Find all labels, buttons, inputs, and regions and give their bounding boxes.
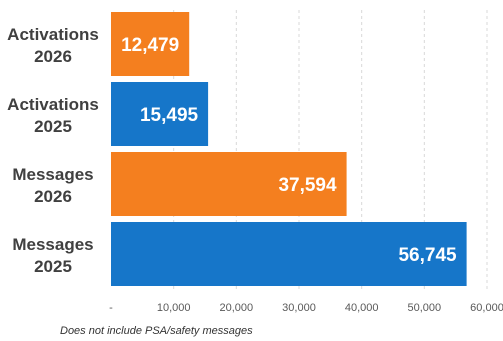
x-tick-label: 10,000 <box>157 302 191 314</box>
x-tick-label: - <box>109 302 113 314</box>
bar <box>111 222 467 286</box>
data-label: 37,594 <box>278 175 337 196</box>
x-tick-label: 60,000 <box>470 302 503 314</box>
x-tick-label: 50,000 <box>408 302 442 314</box>
footnote: Does not include PSA/safety messages <box>60 325 253 337</box>
data-label: 12,479 <box>121 35 179 56</box>
bar <box>111 152 347 216</box>
category-label: Activations 2025 <box>7 95 99 136</box>
category-label: Activations 2026 <box>7 25 99 66</box>
category-label: Messages 2026 <box>12 165 93 206</box>
category-label: Messages 2025 <box>12 235 93 276</box>
data-label: 15,495 <box>140 105 199 126</box>
x-tick-label: 40,000 <box>345 302 379 314</box>
bar <box>111 82 209 146</box>
data-label: 56,745 <box>398 245 457 266</box>
x-tick-label: 30,000 <box>282 302 316 314</box>
x-tick-label: 20,000 <box>220 302 254 314</box>
bar <box>111 12 190 76</box>
